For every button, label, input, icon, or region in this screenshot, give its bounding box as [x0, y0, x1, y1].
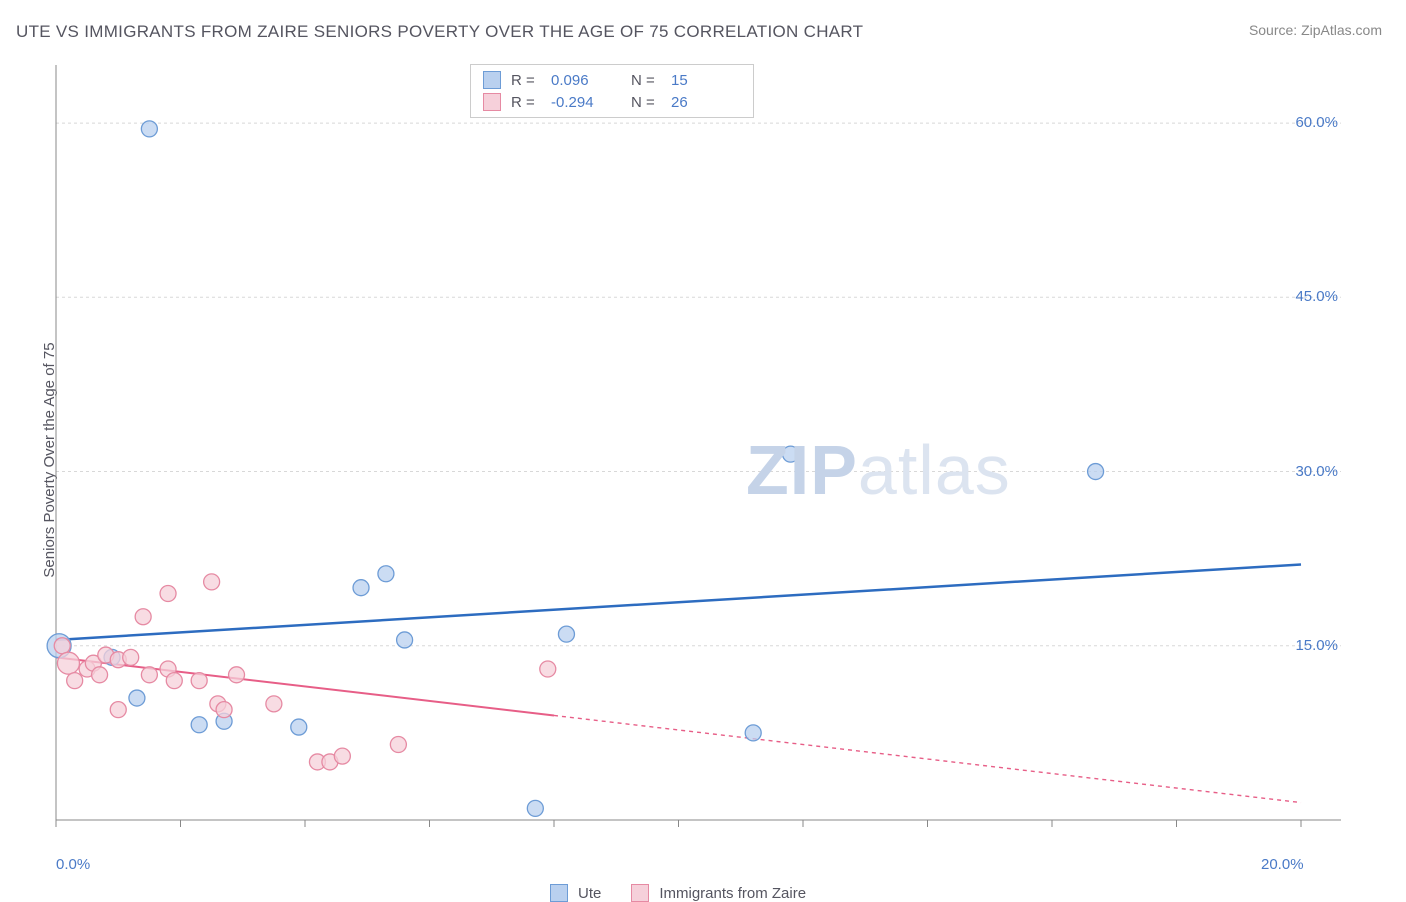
n-value: 26 [671, 94, 741, 111]
watermark: ZIPatlas [746, 430, 1011, 510]
watermark-light: atlas [858, 431, 1011, 509]
n-label: N = [631, 72, 661, 89]
r-value: -0.294 [551, 94, 621, 111]
legend-correlation-row: R = 0.096 N = 15 [483, 69, 741, 91]
x-tick-label: 0.0% [56, 856, 90, 873]
source-label: Source: [1249, 22, 1297, 38]
y-tick-label: 45.0% [1295, 288, 1338, 305]
legend-swatch [550, 884, 568, 902]
x-tick-label: 20.0% [1261, 856, 1304, 873]
y-tick-label: 30.0% [1295, 463, 1338, 480]
legend-swatch [483, 71, 501, 89]
legend-swatch [631, 884, 649, 902]
chart-title: UTE VS IMMIGRANTS FROM ZAIRE SENIORS POV… [16, 22, 863, 42]
series-legend: Ute Immigrants from Zaire [550, 884, 826, 902]
legend-correlation-row: R = -0.294 N = 26 [483, 91, 741, 113]
chart-area: Seniors Poverty Over the Age of 75 ZIPat… [46, 60, 1346, 845]
legend-series-label: Immigrants from Zaire [659, 885, 806, 902]
legend-swatch [483, 93, 501, 111]
legend-series-label: Ute [578, 885, 601, 902]
correlation-legend: R = 0.096 N = 15 R = -0.294 N = 26 [470, 64, 754, 118]
n-value: 15 [671, 72, 741, 89]
scatter-plot [46, 60, 1346, 845]
r-label: R = [511, 94, 541, 111]
n-label: N = [631, 94, 661, 111]
source-link: ZipAtlas.com [1301, 22, 1382, 38]
y-tick-label: 60.0% [1295, 114, 1338, 131]
r-value: 0.096 [551, 72, 621, 89]
source-attribution: Source: ZipAtlas.com [1249, 22, 1382, 38]
r-label: R = [511, 72, 541, 89]
watermark-bold: ZIP [746, 431, 858, 509]
y-tick-label: 15.0% [1295, 637, 1338, 654]
